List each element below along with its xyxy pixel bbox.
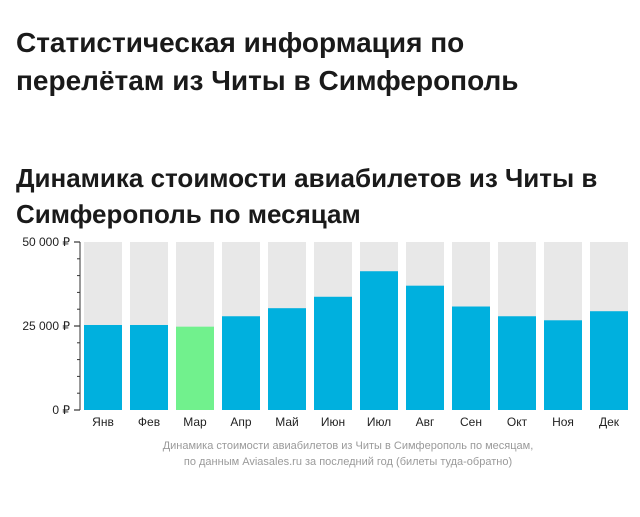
x-tick-label: Мар — [183, 415, 207, 429]
x-tick-label: Авг — [416, 415, 435, 429]
bar-3 — [176, 326, 214, 410]
y-tick-label: 25 000 ₽ — [22, 319, 70, 333]
x-tick-label: Фев — [138, 415, 160, 429]
y-tick-label: 50 000 ₽ — [22, 235, 70, 249]
bar-7 — [360, 271, 398, 410]
x-tick-label: Сен — [460, 415, 482, 429]
bar-2 — [130, 324, 168, 410]
bar-4 — [222, 316, 260, 410]
x-tick-label: Дек — [599, 415, 620, 429]
bar-8 — [406, 285, 444, 410]
bar-5 — [268, 308, 306, 410]
x-tick-label: Май — [275, 415, 299, 429]
price-dynamics-chart: 0 ₽ 25 000 ₽ 50 000 ₽ Янв Фев Мар Апр Май Июн Июл… — [22, 235, 628, 429]
bar-12 — [590, 311, 628, 410]
bar-11 — [544, 320, 582, 410]
x-tick-label: Ноя — [552, 415, 574, 429]
x-tick-label: Окт — [507, 415, 528, 429]
chart-caption-line-1: Динамика стоимости авиабилетов из Читы в… — [162, 440, 534, 452]
x-tick-label: Апр — [230, 415, 252, 429]
page-title: Статистическая информация по перелётам и… — [16, 27, 519, 96]
y-tick-label: 0 ₽ — [52, 403, 70, 417]
x-tick-label: Июл — [367, 415, 391, 429]
bar-9 — [452, 306, 490, 410]
bar-10 — [498, 316, 536, 410]
bar-1 — [84, 324, 122, 410]
x-tick-label: Янв — [92, 415, 114, 429]
chart-caption-line-2: по данным Aviasales.ru за последний год … — [183, 456, 513, 468]
chart-section-title: Динамика стоимости авиабилетов из Читы в… — [16, 163, 598, 229]
x-tick-label: Июн — [321, 415, 345, 429]
bar-6 — [314, 296, 352, 410]
